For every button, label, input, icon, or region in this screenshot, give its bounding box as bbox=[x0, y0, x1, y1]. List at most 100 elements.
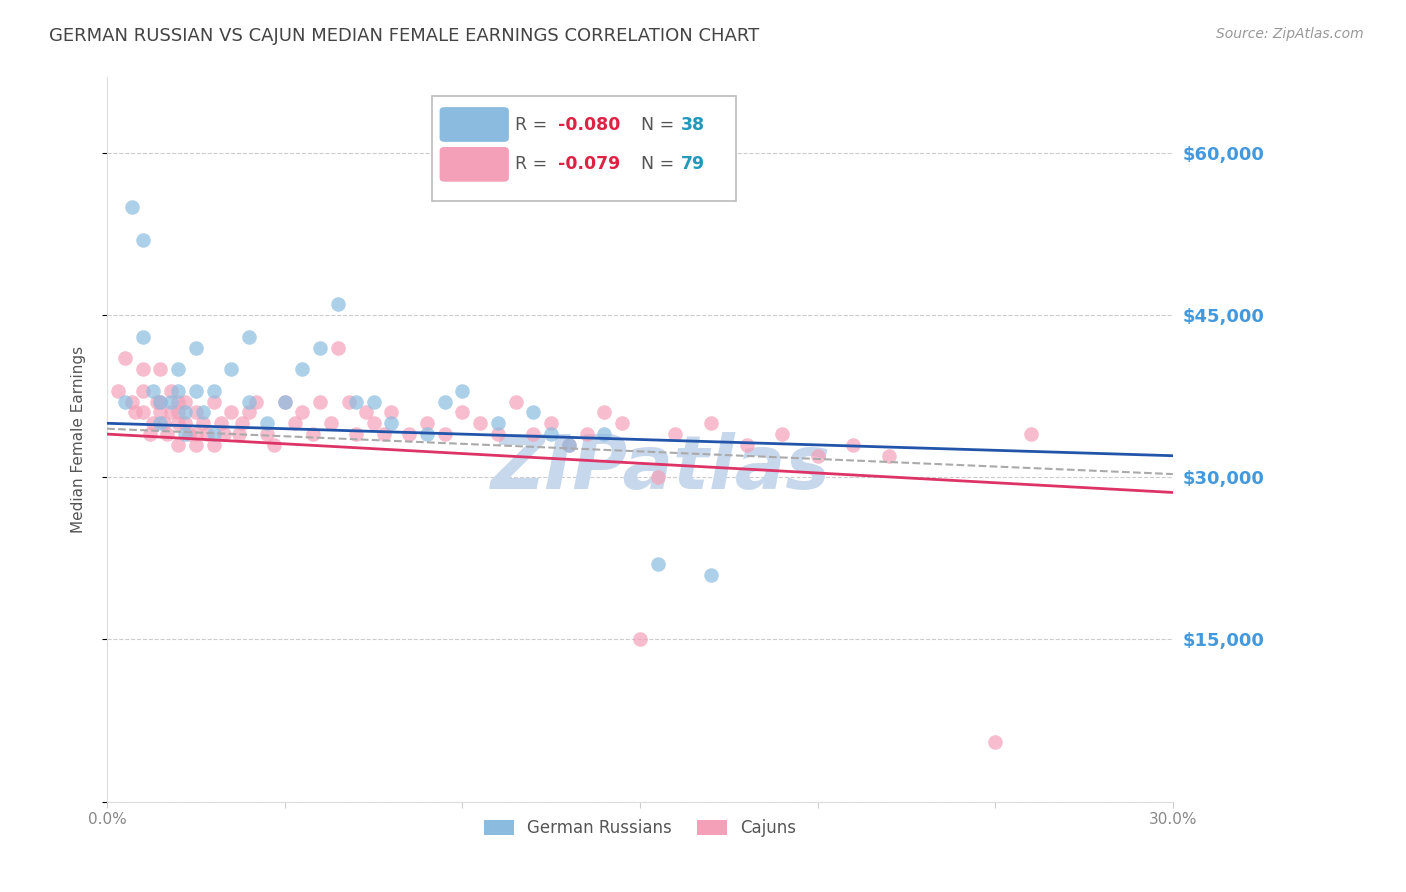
Point bbox=[263, 438, 285, 452]
Point bbox=[877, 449, 900, 463]
Point bbox=[149, 405, 172, 419]
Point bbox=[984, 735, 1007, 749]
Point bbox=[231, 417, 253, 431]
Point bbox=[302, 427, 325, 442]
Point bbox=[344, 427, 367, 442]
Point bbox=[628, 124, 651, 138]
Point bbox=[142, 417, 165, 431]
Point bbox=[131, 384, 153, 398]
Point bbox=[238, 330, 260, 344]
Point bbox=[160, 405, 183, 419]
Point bbox=[107, 384, 129, 398]
Point bbox=[167, 394, 190, 409]
Point bbox=[228, 427, 250, 442]
Point bbox=[416, 427, 439, 442]
Point bbox=[114, 351, 136, 366]
Point bbox=[664, 427, 686, 442]
Point bbox=[309, 394, 332, 409]
Point bbox=[160, 394, 183, 409]
Point bbox=[131, 362, 153, 376]
Point bbox=[807, 449, 830, 463]
Point bbox=[124, 405, 146, 419]
Point bbox=[138, 427, 160, 442]
Point bbox=[842, 438, 865, 452]
Point bbox=[184, 384, 207, 398]
Point bbox=[628, 632, 651, 647]
Text: N =: N = bbox=[630, 115, 681, 134]
Point bbox=[167, 384, 190, 398]
Point bbox=[540, 427, 562, 442]
Point bbox=[153, 417, 176, 431]
Point bbox=[202, 438, 225, 452]
Point bbox=[149, 394, 172, 409]
Point bbox=[131, 233, 153, 247]
Point bbox=[174, 417, 197, 431]
Point bbox=[202, 384, 225, 398]
Point bbox=[273, 394, 295, 409]
Point bbox=[149, 417, 172, 431]
Point bbox=[195, 427, 218, 442]
Point bbox=[433, 394, 456, 409]
Point bbox=[167, 362, 190, 376]
Point bbox=[174, 394, 197, 409]
Point bbox=[647, 557, 669, 571]
Point bbox=[356, 405, 378, 419]
Point bbox=[291, 405, 314, 419]
Point bbox=[214, 427, 236, 442]
Point bbox=[522, 427, 544, 442]
Point bbox=[221, 362, 243, 376]
Point bbox=[363, 394, 385, 409]
Point bbox=[174, 427, 197, 442]
Point bbox=[238, 394, 260, 409]
Text: R =: R = bbox=[515, 155, 553, 173]
Point bbox=[184, 438, 207, 452]
Text: R =: R = bbox=[515, 115, 553, 134]
Text: ZIPatlas: ZIPatlas bbox=[491, 432, 831, 505]
Point bbox=[337, 394, 360, 409]
Point bbox=[486, 427, 509, 442]
Point bbox=[433, 427, 456, 442]
Point bbox=[273, 394, 295, 409]
Point bbox=[735, 438, 758, 452]
Point bbox=[121, 200, 143, 214]
Point bbox=[700, 417, 723, 431]
Point bbox=[245, 394, 267, 409]
Point bbox=[522, 405, 544, 419]
Point bbox=[593, 427, 616, 442]
Point bbox=[326, 341, 349, 355]
Point bbox=[174, 405, 197, 419]
Point bbox=[612, 417, 634, 431]
Point bbox=[326, 297, 349, 311]
Point bbox=[121, 394, 143, 409]
Point bbox=[256, 417, 278, 431]
Point bbox=[363, 417, 385, 431]
Point bbox=[191, 417, 214, 431]
Point bbox=[540, 417, 562, 431]
Point bbox=[398, 427, 420, 442]
Point bbox=[647, 470, 669, 484]
Point bbox=[114, 394, 136, 409]
Point bbox=[558, 438, 581, 452]
Point bbox=[291, 362, 314, 376]
Point bbox=[344, 394, 367, 409]
Point bbox=[770, 427, 793, 442]
Legend: German Russians, Cajuns: German Russians, Cajuns bbox=[477, 813, 803, 844]
Point bbox=[319, 417, 342, 431]
Text: 79: 79 bbox=[681, 155, 704, 173]
Point bbox=[1019, 427, 1042, 442]
Point bbox=[160, 384, 183, 398]
Point bbox=[380, 417, 402, 431]
Text: -0.080: -0.080 bbox=[558, 115, 620, 134]
Y-axis label: Median Female Earnings: Median Female Earnings bbox=[72, 346, 86, 533]
Point bbox=[177, 427, 200, 442]
Point bbox=[184, 405, 207, 419]
Point bbox=[149, 362, 172, 376]
Point bbox=[167, 417, 190, 431]
Point bbox=[167, 405, 190, 419]
Point bbox=[209, 417, 232, 431]
Point bbox=[380, 405, 402, 419]
Text: -0.079: -0.079 bbox=[558, 155, 620, 173]
Point bbox=[142, 384, 165, 398]
Point bbox=[468, 417, 491, 431]
Point bbox=[221, 405, 243, 419]
